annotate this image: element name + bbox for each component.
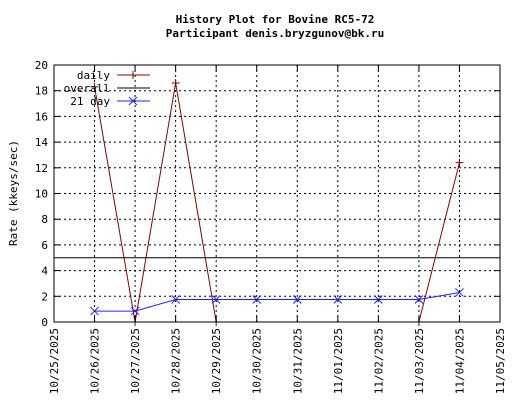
series-line-21-day [94, 291, 460, 312]
chart-title: History Plot for Bovine RC5-72 [176, 13, 375, 26]
series-layer [90, 78, 464, 326]
x-tick-label: 11/02/2025 [372, 328, 385, 394]
data-point [90, 306, 99, 316]
y-tick-label: 12 [35, 162, 48, 175]
x-tick-label: 10/31/2025 [291, 328, 304, 394]
x-tick-label: 10/30/2025 [251, 328, 264, 394]
y-tick-label: 20 [35, 59, 48, 72]
x-tick-label: 10/29/2025 [210, 328, 223, 394]
y-tick-label: 14 [35, 136, 49, 149]
y-tick-label: 4 [41, 265, 48, 278]
y-tick-label: 6 [41, 239, 48, 252]
x-tick-label: 11/01/2025 [332, 328, 345, 394]
y-tick-label: 2 [41, 290, 48, 303]
legend-label: 21 day [70, 95, 110, 108]
data-point [252, 295, 262, 304]
y-tick-label: 18 [35, 85, 48, 98]
legend-label: daily [77, 69, 110, 82]
x-tick-label: 11/05/2025 [494, 328, 507, 394]
legend-label: overall [64, 82, 110, 95]
axis-ticks: 0 2 4 6 8 10 12 14 16 18 20 10/25/2025 10/26/2025 10/… [35, 59, 507, 394]
x-tick-label: 10/27/2025 [129, 328, 142, 394]
x-tick-label: 11/04/2025 [453, 328, 466, 394]
data-point [414, 295, 424, 304]
data-point [128, 96, 138, 106]
x-tick-label: 10/28/2025 [170, 328, 183, 394]
data-point [292, 295, 302, 304]
data-point [211, 295, 221, 304]
grid-lines [54, 65, 500, 322]
data-point [171, 295, 180, 304]
data-point [130, 306, 140, 316]
y-tick-label: 0 [41, 316, 48, 329]
data-point [333, 295, 343, 304]
data-point [455, 288, 464, 297]
data-point [374, 295, 383, 304]
x-tick-label: 11/03/2025 [413, 328, 426, 394]
chart-subtitle: Participant denis.bryzgunov@bk.ru [166, 27, 385, 40]
y-axis-label: Rate (kkeys/sec) [7, 140, 20, 246]
y-tick-label: 16 [35, 110, 48, 123]
series-line-daily [94, 82, 460, 323]
y-tick-label: 8 [41, 213, 48, 226]
y-tick-label: 10 [35, 188, 48, 201]
x-tick-label: 10/26/2025 [89, 328, 102, 394]
x-tick-label: 10/25/2025 [48, 328, 61, 394]
